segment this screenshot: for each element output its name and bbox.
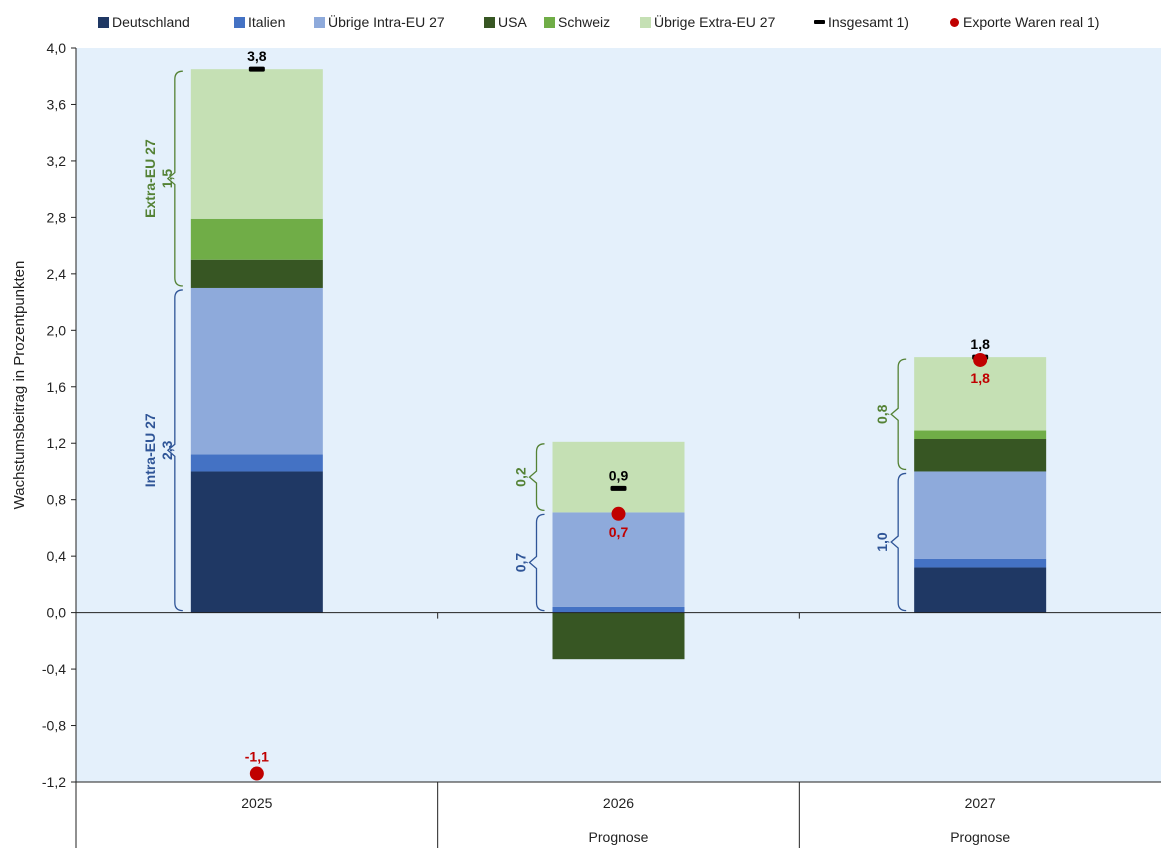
y-tick-label-12: 3,6	[47, 96, 67, 112]
group-bracket-0	[166, 289, 183, 612]
axes-layer: -1,2 -0,8 -0,4 0,0 0,4 0,8 1,2 1,6 2,0 2,4 2,8 3,2 3…	[42, 40, 1161, 848]
bar-segment-2025-5	[190, 69, 323, 219]
y-axis-title: Wachstumsbeitrag in Prozentpunkten	[11, 261, 28, 510]
legend-swatch-uebrige-intra	[314, 16, 325, 28]
export-label-2025: -1,1	[245, 749, 269, 765]
y-tick-label-1: -0,8	[42, 718, 66, 734]
x-tick-label-2025: 2025	[241, 795, 272, 811]
legend-label-deutschland: Deutschland	[112, 14, 190, 30]
group-value-4: 1,0	[874, 532, 890, 552]
group-value-3: 0,2	[513, 467, 529, 487]
legend-label-exporte: Exporte Waren real 1)	[963, 14, 1100, 30]
y-tick-label-9: 2,4	[47, 266, 67, 282]
group-value-0: 2,3	[159, 440, 175, 460]
group-bracket-layer: Intra-EU 272,3 Extra-EU 271,5 0,7 0,2 1,0 0,8	[142, 70, 907, 612]
legend-item-italien: Italien	[234, 12, 285, 32]
legend-swatch-insgesamt	[814, 20, 825, 24]
legend-label-usa: USA	[498, 14, 527, 30]
bar-segment-2026-5	[552, 441, 685, 513]
legend-swatch-usa	[484, 16, 495, 28]
bar-segment-2025-1	[190, 454, 323, 472]
bar-segment-2025-4	[190, 218, 323, 260]
group-name-0: Intra-EU 27	[142, 413, 158, 487]
bar-segment-2027-1	[914, 558, 1047, 568]
group-value-2: 0,7	[513, 553, 529, 573]
y-tick-label-5: 0,8	[47, 492, 67, 508]
bar-layer	[190, 69, 1047, 660]
group-bracket-2	[528, 513, 545, 612]
group-bracket-3	[528, 443, 545, 512]
y-tick-label-13: 4,0	[47, 40, 67, 56]
export-label-2026: 0,7	[609, 524, 629, 540]
legend-label-italien: Italien	[248, 14, 286, 30]
group-value-5: 0,8	[874, 404, 890, 424]
x-tick-label-2027: 2027	[965, 795, 996, 811]
export-point-2026	[611, 506, 626, 521]
legend-swatch-schweiz	[544, 16, 555, 28]
total-label-2027: 1,8	[970, 336, 990, 352]
group-bracket-1	[166, 70, 183, 287]
legend-swatch-uebrige-extra	[640, 16, 651, 28]
bar-segment-2026-3	[552, 612, 685, 660]
bar-segment-2027-3	[914, 438, 1047, 472]
group-name-1: Extra-EU 27	[142, 139, 158, 218]
legend-swatch-italien	[234, 16, 245, 28]
y-tick-label-0: -1,2	[42, 774, 66, 790]
bar-segment-2027-5	[914, 357, 1047, 431]
group-label-4: 1,0	[874, 532, 890, 552]
bar-segment-2025-0	[190, 471, 323, 613]
legend-label-uebrige-extra: Übrige Extra-EU 27	[654, 14, 776, 30]
group-value-1: 1,5	[159, 169, 175, 189]
y-tick-label-7: 1,6	[47, 379, 67, 395]
x-tick-sublabel-2026: Prognose	[589, 829, 649, 845]
bar-segment-2026-1	[552, 606, 685, 613]
marker-layer: 3,8 0,9 1,8 -1,1 0,7 1,8	[245, 48, 990, 781]
x-tick-label-2026: 2026	[603, 795, 634, 811]
legend-item-uebrige-extra: Übrige Extra-EU 27	[640, 12, 775, 32]
legend-swatch-deutschland	[98, 16, 109, 28]
group-label-5: 0,8	[874, 404, 890, 424]
legend-swatch-exporte	[950, 17, 959, 27]
y-tick-label-10: 2,8	[47, 209, 67, 225]
legend-item-insgesamt: Insgesamt 1)	[814, 12, 909, 32]
x-tick-sublabel-2027: Prognose	[950, 829, 1010, 845]
bar-segment-2027-2	[914, 471, 1047, 559]
legend-label-insgesamt: Insgesamt 1)	[828, 14, 909, 30]
bar-segment-2026-2	[552, 512, 685, 607]
legend-item-deutschland: Deutschland	[98, 12, 190, 32]
group-label-3: 0,2	[513, 467, 529, 487]
bar-segment-2025-3	[190, 259, 323, 288]
chart-legend: Deutschland Italien Übrige Intra-EU 27 U…	[0, 0, 1161, 40]
group-label-1: Extra-EU 271,5	[142, 139, 175, 218]
bar-segment-2027-4	[914, 430, 1047, 439]
group-label-0: Intra-EU 272,3	[142, 413, 175, 487]
legend-item-exporte: Exporte Waren real 1)	[950, 12, 1099, 32]
export-point-2025	[249, 766, 264, 781]
y-tick-label-11: 3,2	[47, 153, 67, 169]
legend-item-usa: USA	[484, 12, 527, 32]
total-marker-2026	[610, 485, 627, 491]
total-marker-2025	[248, 66, 265, 72]
total-label-2026: 0,9	[609, 467, 629, 483]
y-tick-label-2: -0,4	[42, 661, 66, 677]
group-bracket-5	[890, 358, 907, 471]
export-label-2027: 1,8	[970, 370, 990, 386]
y-tick-label-3: 0,0	[47, 605, 67, 621]
bar-segment-2027-0	[914, 567, 1047, 613]
y-tick-label-8: 2,0	[47, 322, 67, 338]
total-label-2025: 3,8	[247, 48, 267, 64]
legend-item-schweiz: Schweiz	[544, 12, 610, 32]
legend-item-uebrige-intra: Übrige Intra-EU 27	[314, 12, 445, 32]
group-bracket-4	[890, 472, 907, 612]
y-tick-label-4: 0,4	[47, 548, 67, 564]
y-tick-label-6: 1,2	[47, 435, 67, 451]
legend-label-schweiz: Schweiz	[558, 14, 611, 30]
bar-segment-2025-2	[190, 287, 323, 455]
legend-label-uebrige-intra: Übrige Intra-EU 27	[328, 14, 445, 30]
group-label-2: 0,7	[513, 553, 529, 573]
export-point-2027	[973, 352, 988, 367]
